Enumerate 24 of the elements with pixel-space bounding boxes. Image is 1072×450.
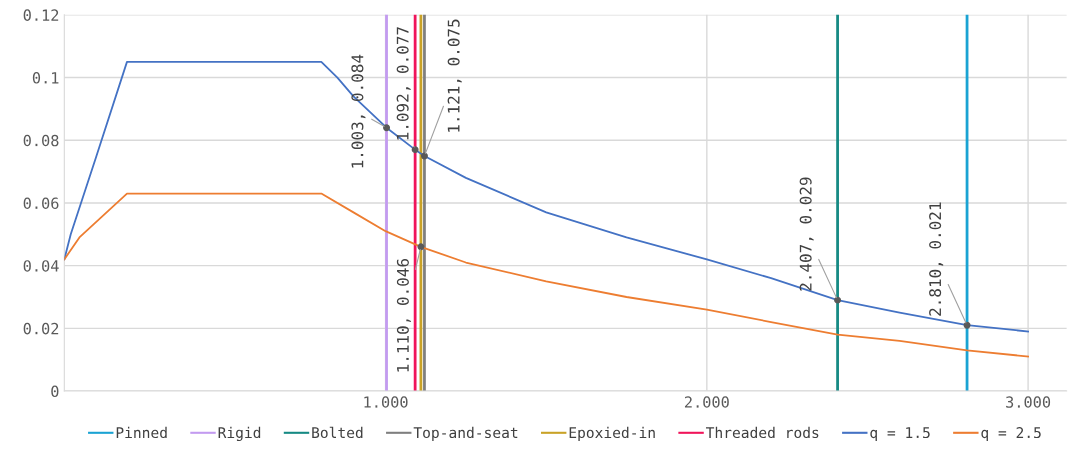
- annotation: 1.003, 0.084: [351, 54, 366, 168]
- legend-label: q = 1.5: [870, 427, 930, 441]
- x-tick-label: 2.000: [684, 396, 729, 408]
- x-tick-label: 3.000: [1006, 396, 1051, 408]
- legend-label: Bolted: [312, 426, 363, 439]
- annotation: 1.110, 0.046: [396, 258, 411, 372]
- legend-label: Top-and-seat: [413, 426, 518, 441]
- y-tick-label: 0.1: [32, 72, 59, 84]
- y-tick-label: 0.04: [23, 260, 59, 272]
- y-tick-label: 0.06: [23, 197, 59, 210]
- legend-label: Rigid: [218, 426, 261, 442]
- annotation: 1.121, 0.075: [447, 19, 462, 132]
- y-tick-label: 0.08: [23, 134, 59, 147]
- annotation: 2.407, 0.029: [799, 177, 814, 291]
- legend-label: Epoxied-in: [569, 426, 655, 441]
- y-tick-label: 0: [51, 385, 59, 398]
- legend-label: Threaded rods: [705, 426, 819, 439]
- legend-label: Pinned: [116, 426, 167, 439]
- y-tick-label: 0.02: [23, 322, 59, 335]
- legend-label: q = 2.5: [981, 427, 1041, 441]
- x-tick-label: 1.000: [364, 396, 408, 408]
- annotation: 2.810, 0.021: [929, 202, 944, 316]
- annotation: 1.092, 0.077: [396, 27, 411, 140]
- y-tick-label: 0.12: [23, 9, 59, 21]
